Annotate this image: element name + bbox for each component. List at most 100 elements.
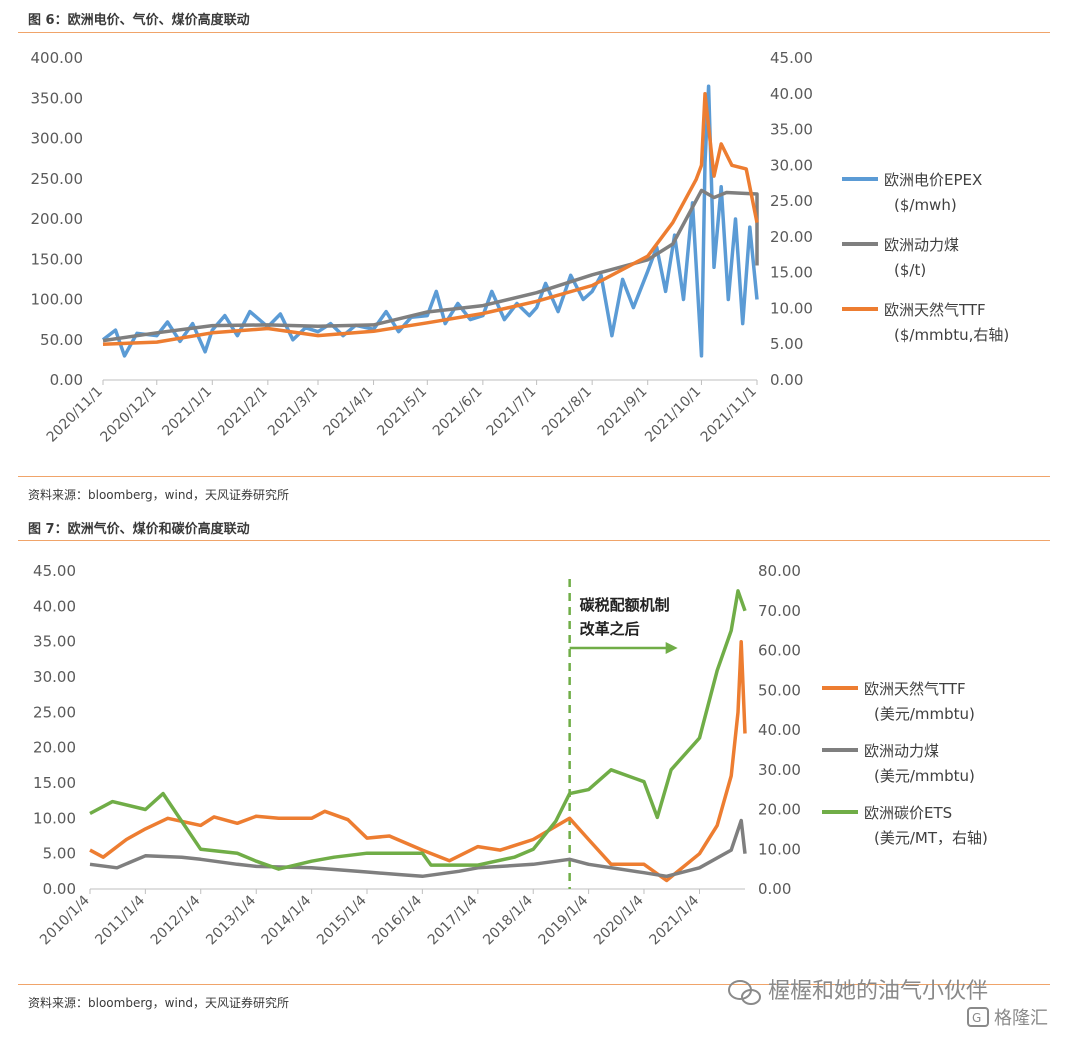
y-right-tick-label: 20.00 xyxy=(758,801,801,819)
y-left-tick-label: 350.00 xyxy=(31,89,84,107)
x-tick-label: 2021/5/1 xyxy=(374,384,430,440)
x-tick-label: 2011/1/4 xyxy=(92,892,148,948)
legend-unit-a: ($/mwh) xyxy=(894,196,957,214)
watermark: 楃楃和她的油气小伙伴 G 格隆汇 xyxy=(728,979,1048,1029)
watermark-text: 楃楃和她的油气小伙伴 xyxy=(768,979,988,1004)
x-tick-label: 2021/8/1 xyxy=(539,384,595,440)
chart-eu-power-gas-coal: 0.00 50.00 100.00 150.00 200.00 250.00 300.00 3… xyxy=(31,49,1010,446)
y-right-tick-label: 25.00 xyxy=(770,192,813,210)
legend-name-b: 欧洲动力煤 xyxy=(884,236,959,254)
y-left-tick-label: 50.00 xyxy=(40,331,83,349)
svg-text:G: G xyxy=(972,1011,981,1025)
y-right-tick-label: 40.00 xyxy=(758,721,801,739)
x-tick-label: 2021/10/1 xyxy=(642,384,704,446)
x-tick-label: 2021/4/1 xyxy=(321,384,377,440)
wechat-icon xyxy=(728,980,761,1005)
y-left-tick-label: 45.00 xyxy=(33,562,76,580)
x-tick-label: 2018/1/4 xyxy=(480,892,536,948)
x-tick-label: 2017/1/4 xyxy=(425,892,481,948)
y-left-tick-label: 15.00 xyxy=(33,774,76,792)
x-tick-label: 2016/1/4 xyxy=(369,892,425,948)
y-right-tick-label: 60.00 xyxy=(758,642,801,660)
series-line-a xyxy=(89,639,747,883)
legend-unit-c: ($/mmbtu,右轴) xyxy=(894,326,1009,344)
x-tick-label: 2021/7/1 xyxy=(484,384,540,440)
x-tick-label: 2015/1/4 xyxy=(314,892,370,948)
y-left-tick-label: 100.00 xyxy=(31,291,84,309)
y-right-tick-label: 70.00 xyxy=(758,602,801,620)
x-tick-label: 2012/1/4 xyxy=(148,892,204,948)
x-tick-label: 2021/1/4 xyxy=(647,892,703,948)
y-right-tick-label: 10.00 xyxy=(770,299,813,317)
series-line-c xyxy=(89,589,747,871)
y-left-tick-label: 0.00 xyxy=(43,880,76,898)
y-left-tick-label: 250.00 xyxy=(31,170,84,188)
figure-7-top-rule xyxy=(18,540,1050,541)
x-tick-label: 2021/9/1 xyxy=(595,384,651,440)
figure-7-title: 图 7：欧洲气价、煤价和碳价高度联动 xyxy=(28,522,250,537)
y-left-tick-label: 400.00 xyxy=(31,49,84,67)
x-tick-label: 2020/1/4 xyxy=(591,892,647,948)
series-line-a xyxy=(101,84,759,358)
y-right-tick-label: 5.00 xyxy=(770,335,803,353)
x-tick-label: 2021/3/1 xyxy=(265,384,321,440)
y-right-tick-label: 50.00 xyxy=(758,681,801,699)
x-tick-label: 2014/1/4 xyxy=(259,892,315,948)
x-tick-label: 2021/2/1 xyxy=(215,384,271,440)
y-right-tick-label: 35.00 xyxy=(770,121,813,139)
series-line-b xyxy=(89,818,747,879)
legend-name-c: 欧洲天然气TTF xyxy=(884,301,986,319)
y-left-tick-label: 20.00 xyxy=(33,739,76,757)
y-right-tick-label: 20.00 xyxy=(770,228,813,246)
figure-6-title: 图 6：欧洲电价、气价、煤价高度联动 xyxy=(28,13,250,28)
figure-7-source: 资料来源：bloomberg，wind，天风证券研究所 xyxy=(28,996,290,1010)
y-right-tick-label: 0.00 xyxy=(758,880,791,898)
legend-name-a: 欧洲天然气TTF xyxy=(864,680,966,698)
legend-name-a: 欧洲电价EPEX xyxy=(884,171,982,189)
watermark-logo-text: 格隆汇 xyxy=(994,1008,1048,1029)
y-right-tick-label: 80.00 xyxy=(758,562,801,580)
legend-unit-c: (美元/MT，右轴) xyxy=(874,829,988,847)
x-tick-label: 2013/1/4 xyxy=(203,892,259,948)
y-left-tick-label: 25.00 xyxy=(33,703,76,721)
chart-eu-gas-coal-carbon: 0.00 5.00 10.00 15.00 20.00 25.00 30.00 35.00 40… xyxy=(33,562,988,948)
gelonghui-logo-icon: G xyxy=(967,1007,989,1027)
y-left-tick-label: 40.00 xyxy=(33,597,76,615)
x-tick-label: 2010/1/4 xyxy=(37,892,93,948)
figure-6-source: 资料来源：bloomberg，wind，天风证券研究所 xyxy=(28,488,290,502)
y-left-tick-label: 5.00 xyxy=(43,845,76,863)
x-tick-label: 2019/1/4 xyxy=(536,892,592,948)
x-tick-label: 2021/11/1 xyxy=(698,384,760,446)
y-right-tick-label: 40.00 xyxy=(770,85,813,103)
y-left-tick-label: 35.00 xyxy=(33,633,76,651)
x-tick-label: 2020/11/1 xyxy=(44,384,106,446)
figure-6-top-rule xyxy=(18,32,1050,33)
y-left-tick-label: 300.00 xyxy=(31,130,84,148)
y-right-tick-label: 15.00 xyxy=(770,264,813,282)
figure-6-bottom-rule xyxy=(18,476,1050,477)
series-line-c xyxy=(102,92,759,346)
legend-name-b: 欧洲动力煤 xyxy=(864,742,939,760)
y-left-tick-label: 10.00 xyxy=(33,809,76,827)
y-right-tick-label: 10.00 xyxy=(758,840,801,858)
reform-arrow-head-icon xyxy=(665,642,678,654)
legend-name-c: 欧洲碳价ETS xyxy=(864,804,952,822)
x-tick-label: 2021/1/1 xyxy=(159,384,215,440)
legend-unit-a: (美元/mmbtu) xyxy=(874,705,975,723)
figure-7-bottom-rule xyxy=(18,984,1050,985)
y-right-tick-label: 45.00 xyxy=(770,49,813,67)
legend-unit-b: ($/t) xyxy=(894,261,926,279)
y-left-tick-label: 0.00 xyxy=(50,371,83,389)
annotation-line-2: 改革之后 xyxy=(580,620,640,638)
y-right-tick-label: 0.00 xyxy=(770,371,803,389)
x-tick-label: 2021/6/1 xyxy=(430,384,486,440)
series-line-b xyxy=(102,188,759,343)
y-left-tick-label: 150.00 xyxy=(31,250,84,268)
y-left-tick-label: 30.00 xyxy=(33,668,76,686)
x-tick-label: 2020/12/1 xyxy=(98,384,160,446)
y-right-tick-label: 30.00 xyxy=(770,156,813,174)
y-right-tick-label: 30.00 xyxy=(758,761,801,779)
y-left-tick-label: 200.00 xyxy=(31,210,84,228)
annotation-line-1: 碳税配额机制 xyxy=(580,596,670,614)
legend-unit-b: (美元/mmbtu) xyxy=(874,767,975,785)
